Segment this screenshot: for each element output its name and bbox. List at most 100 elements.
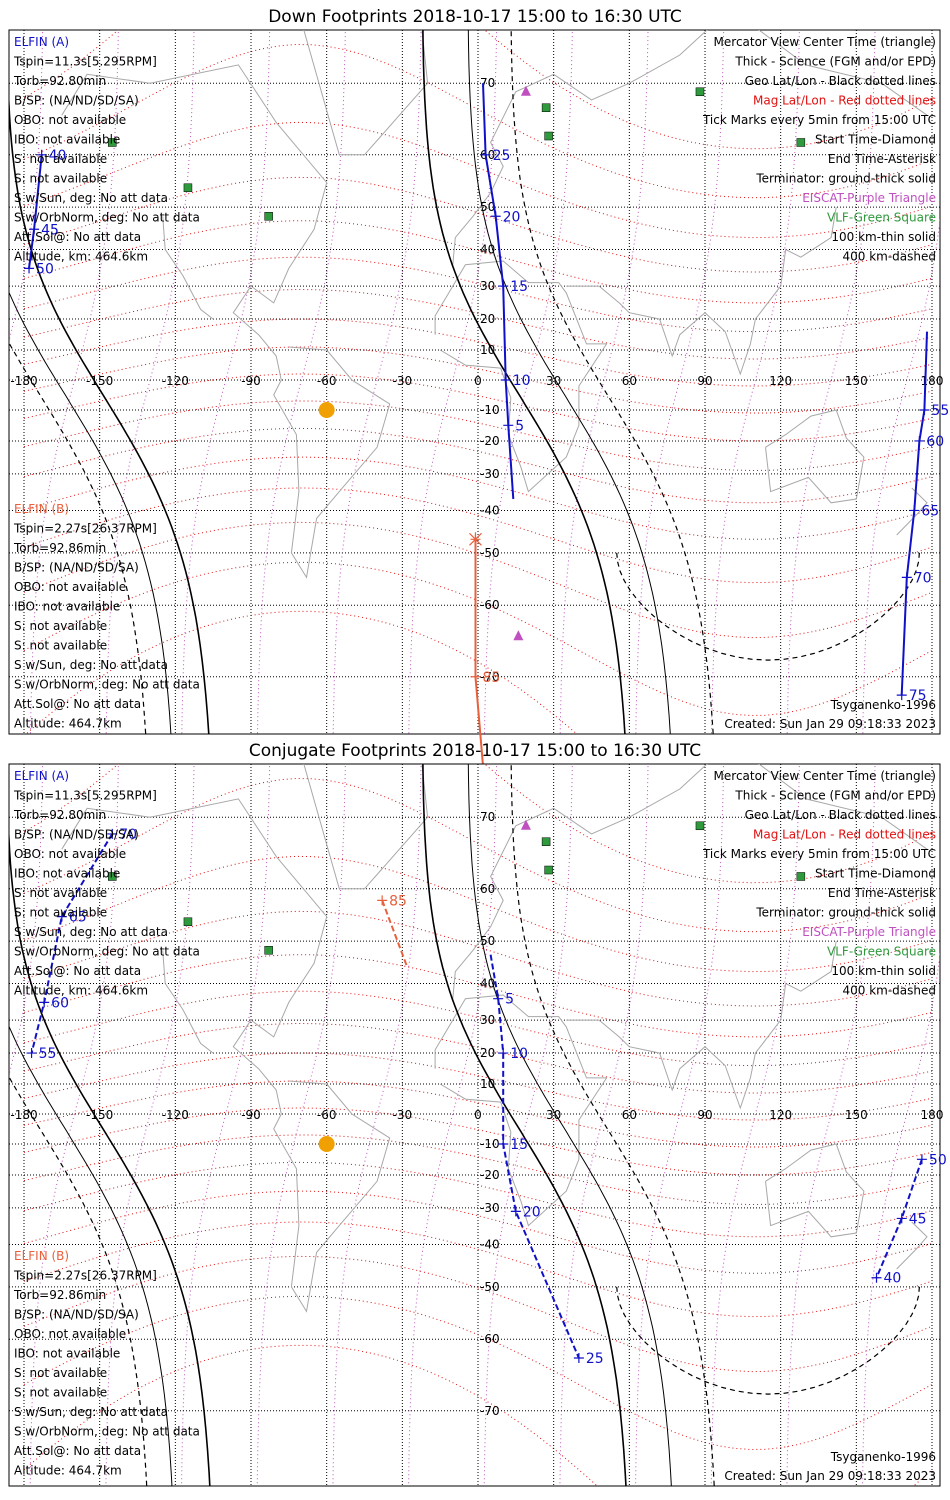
track-time-label: 5: [515, 418, 524, 434]
elfin-b-info-line: S w/Sun, deg: No att data: [14, 658, 168, 672]
eiscat-triangle-icon: [513, 630, 524, 641]
track-time-label: 40: [884, 1271, 902, 1287]
legend-line: Tick Marks every 5min from 15:00 UTC: [702, 113, 936, 127]
elfin-b-info-line: Tspin=2.27s[26.37RPM]: [13, 1269, 157, 1283]
map-body: [9, 764, 940, 1486]
lat-tick-label: -30: [480, 1201, 500, 1215]
vlf-square-icon: [544, 131, 553, 141]
mag-lon-line: [484, 30, 573, 734]
mag-lon-line: [710, 764, 800, 1486]
legend-line: 100 km-thin solid: [831, 230, 936, 244]
track-time-label: 60: [51, 995, 69, 1011]
model-footer: Tsyganenko-1996: [830, 1450, 936, 1464]
track-time-label: 20: [503, 209, 521, 225]
elfin-b-info-line: Torb=92.86min: [13, 1288, 106, 1302]
track-tick-mark: [39, 997, 50, 1008]
track-time-label: 65: [921, 503, 939, 519]
lat-tick-label: -10: [480, 1137, 500, 1151]
elfin-a-info-line: ELFIN (A): [14, 769, 69, 783]
mag-lon-line: [786, 764, 876, 1486]
elfin-b-info-line: IBO: not available: [14, 1347, 120, 1361]
lat-tick-label: 30: [480, 1013, 495, 1027]
mag-lat-line: [23, 487, 933, 584]
mag-lon-line: [483, 764, 573, 1486]
footprint-track: [381, 900, 409, 968]
lat-tick-label: 50: [480, 200, 495, 214]
coastline: [434, 994, 608, 1227]
mag-lat-line: [23, 855, 933, 973]
elfin-b-info: ELFIN (B) Tspin=2.27s[26.37RPM] Torb=92.86…: [13, 502, 200, 731]
sun-icon: [318, 401, 335, 418]
track-time-label: 25: [586, 1351, 604, 1367]
legend-line: Mercator View Center Time (triangle): [714, 769, 936, 783]
eiscat-triangle-icon: [520, 85, 531, 96]
track-time-label: 15: [510, 279, 528, 295]
elfin-b-info-line: ELFIN (B): [14, 1249, 69, 1263]
track-tick-mark: [36, 149, 47, 160]
elfin-a-info-line: S w/OrbNorm, deg: No att data: [14, 945, 200, 959]
vlf-square-icon: [695, 87, 705, 97]
lat-tick-label: 20: [480, 312, 495, 326]
mag-lon-line: [332, 30, 422, 734]
elfin-a-info-line: ELFIN (A): [14, 35, 69, 49]
lon-tick-label: 60: [622, 1108, 637, 1122]
mag-lon-line: [711, 30, 800, 734]
track-tick-mark: [24, 263, 35, 274]
mag-lon-line: [256, 764, 346, 1486]
track-time-label: 5: [505, 992, 514, 1008]
elfin-a-info-line: IBO: not available: [14, 133, 120, 147]
mag-lon-line: [332, 764, 422, 1486]
coastline: [896, 487, 928, 536]
lon-tick-label: -150: [86, 374, 113, 388]
altitude-400km-arc: [616, 1286, 920, 1395]
lon-tick-label: 90: [697, 374, 712, 388]
footprint-track: [474, 539, 487, 797]
mag-lon-line: [635, 764, 725, 1486]
terminator-line: [510, 764, 715, 1486]
elfin-b-info-line: OBO: not available: [14, 1327, 126, 1341]
track-time-label: 50: [929, 1152, 947, 1168]
lat-tick-label: -20: [480, 1168, 500, 1182]
coastline: [566, 207, 837, 376]
track-tick-mark: [498, 281, 509, 292]
lon-tick-label: 0: [474, 1108, 482, 1122]
lat-tick-label: 50: [480, 934, 495, 948]
legend-line: Start Time-Diamond: [815, 133, 936, 147]
elfin-a-info-line: B/SP: (NA/ND/SD/SA): [14, 94, 139, 108]
coastline: [303, 30, 429, 156]
track-time-label: 50: [36, 261, 54, 277]
elfin-b-info-line: ELFIN (B): [14, 502, 69, 516]
elfin-b-info-line: Altitude: 464.7km: [14, 717, 122, 731]
mag-lat-line: [23, 427, 933, 504]
legend-line: Terminator: ground-thick solid: [755, 906, 936, 920]
footprint-track: [489, 954, 580, 1359]
mag-lat-line: [23, 318, 933, 387]
elfin-b-info-line: Torb=92.86min: [13, 541, 106, 555]
elfin-b-info-line: S: not available: [14, 619, 107, 633]
lon-tick-label: -90: [241, 1108, 261, 1122]
track-time-label: 45: [41, 222, 59, 238]
vlf-square-icon: [541, 837, 551, 846]
elfin-a-info-line: Att.Sol@: No att data: [14, 230, 141, 244]
elfin-a-info-line: B/SP: (NA/ND/SD/SA): [14, 828, 139, 842]
terminator-line: [422, 30, 626, 734]
lat-tick-label: -60: [480, 1332, 500, 1346]
terminator-line: [467, 30, 671, 734]
legend: Mercator View Center Time (triangle) Thic…: [702, 769, 936, 998]
terminator-line: [9, 341, 147, 734]
elfin-b-info-line: Att.Sol@: No att data: [14, 697, 141, 711]
mag-lat-line: [23, 1134, 933, 1206]
track-time-label: 25: [493, 148, 511, 164]
terminator-line: [9, 1025, 173, 1486]
vlf-square-icon: [796, 872, 806, 881]
mag-lat-line: [23, 400, 933, 472]
mag-lat-line: [23, 777, 933, 933]
track-tick-mark: [573, 1352, 584, 1363]
track-tick-mark: [896, 1213, 907, 1224]
elfin-a-info: ELFIN (A) Tspin=11.3s[5.295RPM] Torb=92.80…: [13, 769, 200, 998]
mag-lat-line: [23, 1221, 933, 1318]
legend-line: Tick Marks every 5min from 15:00 UTC: [702, 847, 936, 861]
lon-tick-label: -180: [10, 1108, 37, 1122]
legend-line: Thick - Science (FGM and/or EPD): [734, 789, 936, 803]
elfin-a-info-line: IBO: not available: [14, 867, 120, 881]
